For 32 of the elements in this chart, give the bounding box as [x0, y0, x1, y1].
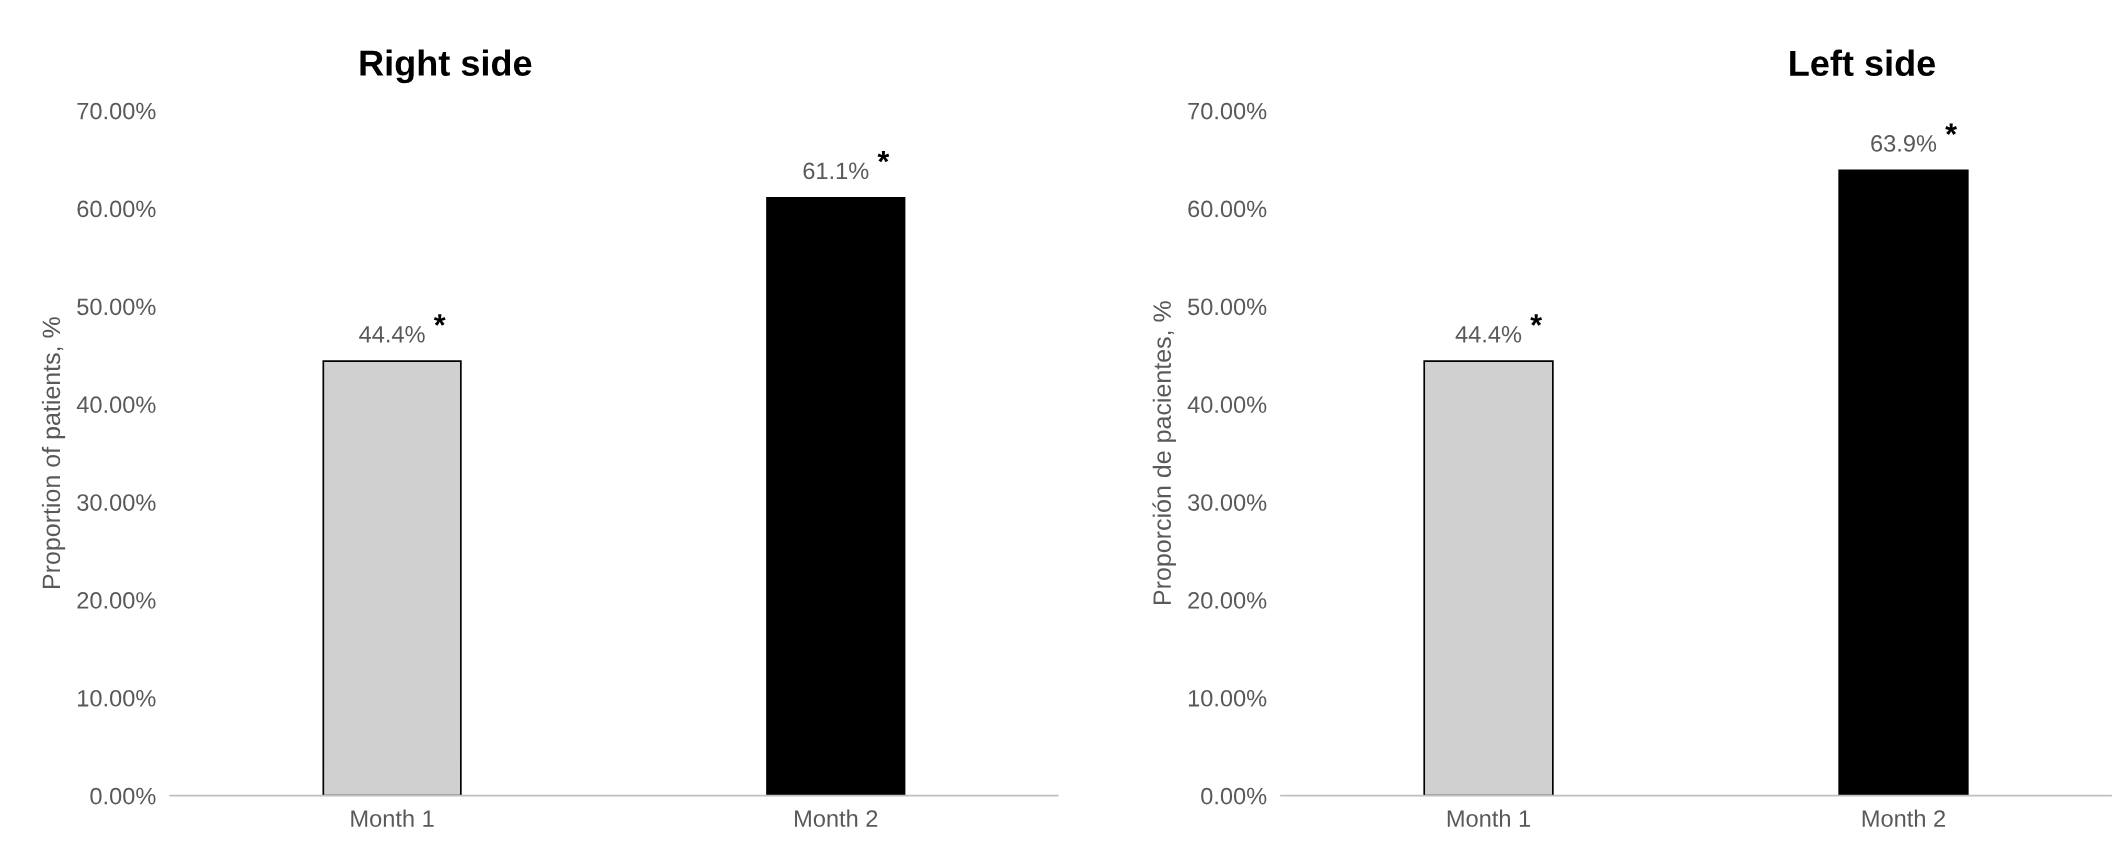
annotation: * [433, 314, 446, 326]
y-tick-label: 40.00% [76, 396, 156, 414]
y-tick-label: 60.00% [77, 200, 156, 218]
annotation: * [1945, 123, 1958, 135]
y-axis-title: Proporción de pacientes, % [1152, 301, 1176, 604]
y-tick-label: 70.00% [77, 102, 156, 120]
y-tick-label: 60.00% [1188, 200, 1267, 218]
y-tick-label: 20.00% [1188, 592, 1267, 609]
x-tick-label: Month 1 [1447, 809, 1531, 827]
y-tick-label: 50.00% [1188, 298, 1267, 316]
y-axis-title: Proportion of patients, % [41, 317, 66, 588]
data-label: 44.4% [1455, 325, 1522, 343]
y-tick-label: 30.00% [77, 494, 156, 511]
data-label: 61.1% [803, 162, 869, 180]
y-tick-label: 10.00% [1188, 689, 1267, 707]
annotation: * [877, 150, 890, 163]
y-tick-label: 0.00% [1201, 787, 1267, 805]
y-tick-label: 50.00% [77, 298, 156, 316]
y-tick-label: 0.00% [90, 787, 156, 805]
x-tick-label: Month 2 [795, 809, 878, 827]
y-tick-label: 20.00% [77, 592, 156, 609]
y-tick-label: 70.00% [1188, 102, 1267, 120]
data-label: 44.4% [359, 325, 425, 343]
chart-title: Right side [360, 49, 532, 84]
annotation: * [1530, 314, 1543, 326]
y-tick-label: 30.00% [1187, 494, 1267, 511]
data-label: 63.9% [1871, 135, 1937, 152]
y-tick-label: 40.00% [1187, 396, 1267, 414]
y-tick-label: 10.00% [78, 689, 156, 707]
chart-title: Left side [1790, 49, 1936, 77]
x-tick-label: Month 1 [351, 809, 434, 827]
x-tick-label: Month 2 [1862, 809, 1945, 827]
